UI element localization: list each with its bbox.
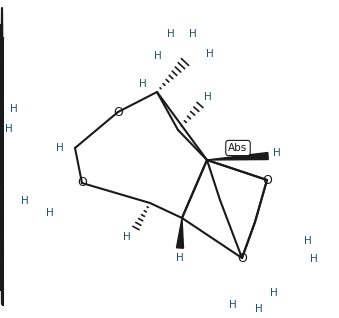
- Text: H: H: [190, 29, 197, 39]
- Text: H: H: [154, 51, 162, 61]
- Text: H: H: [304, 236, 312, 246]
- Text: H: H: [311, 254, 318, 265]
- Text: H: H: [139, 79, 147, 89]
- Text: O: O: [262, 174, 272, 186]
- Text: Abs: Abs: [228, 143, 247, 153]
- Polygon shape: [177, 218, 183, 248]
- Text: H: H: [46, 208, 53, 218]
- Text: H: H: [255, 304, 263, 314]
- Text: H: H: [176, 253, 184, 263]
- Text: H: H: [5, 125, 13, 135]
- Text: H: H: [273, 148, 281, 158]
- Text: H: H: [56, 143, 64, 153]
- Text: H: H: [10, 105, 18, 114]
- Text: H: H: [21, 196, 28, 205]
- Text: H: H: [123, 232, 131, 242]
- Text: O: O: [237, 252, 247, 265]
- Text: H: H: [206, 49, 214, 59]
- Text: O: O: [113, 106, 123, 119]
- Text: H: H: [271, 287, 278, 298]
- Text: H: H: [167, 29, 175, 39]
- Text: O: O: [77, 176, 87, 190]
- Text: H: H: [204, 92, 212, 102]
- Text: H: H: [229, 300, 237, 310]
- Polygon shape: [207, 153, 268, 160]
